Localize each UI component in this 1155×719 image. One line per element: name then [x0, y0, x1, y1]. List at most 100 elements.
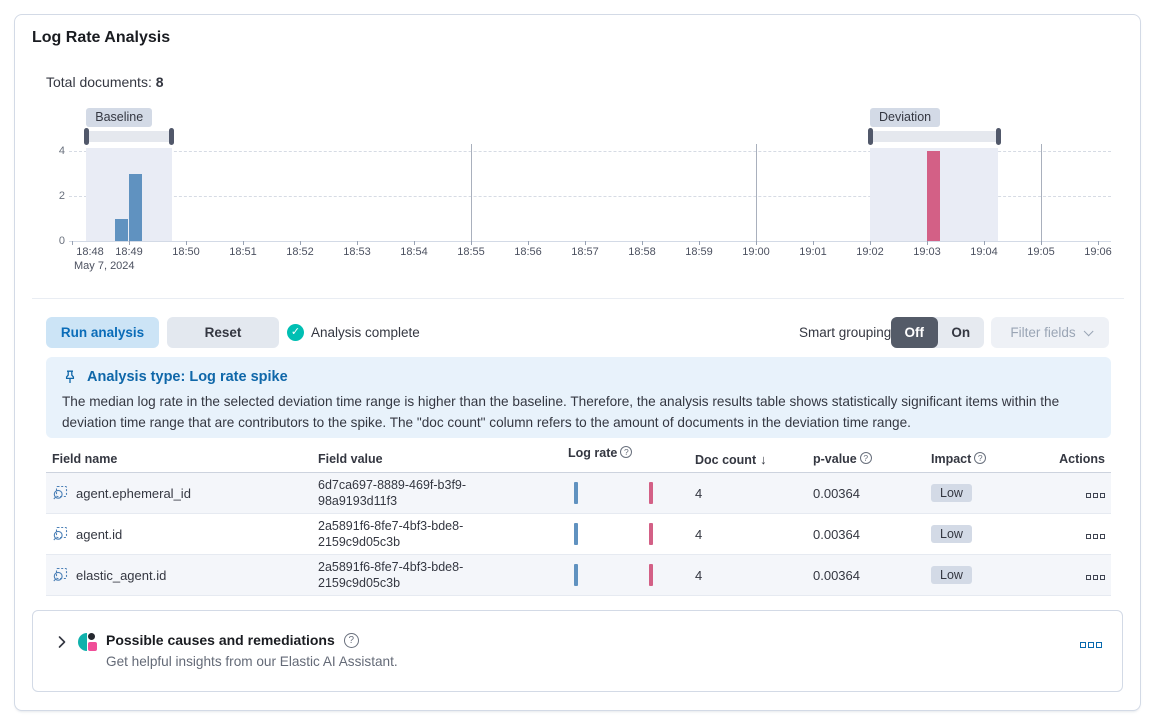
baseline-rate-bar — [574, 482, 578, 504]
smart-grouping-label: Smart grouping — [799, 325, 892, 340]
histogram-bar — [114, 218, 128, 241]
document-count-chart: 4 2 0 May 7, 2024 Baseline Deviation 18:48… — [15, 15, 1140, 295]
info-icon[interactable]: ? — [859, 452, 872, 464]
row-actions-icon[interactable] — [1086, 574, 1105, 580]
x-tick-label: 18:57 — [571, 246, 599, 258]
x-tickmark — [414, 241, 415, 245]
x-tickmark — [1041, 241, 1042, 245]
deviation-brush-handle-left[interactable] — [867, 128, 873, 145]
gridline-y4 — [69, 151, 1111, 152]
smart-grouping-on-button[interactable]: On — [938, 317, 985, 348]
info-icon[interactable]: ? — [620, 446, 633, 458]
p-value: 0.00364 — [813, 526, 860, 542]
callout-title: Analysis type: Log rate spike — [87, 369, 288, 385]
x-tickmark — [357, 241, 358, 245]
baseline-badge: Baseline — [86, 108, 153, 127]
x-tickmark — [870, 241, 871, 245]
histogram-bar — [129, 173, 142, 241]
field-value: 2a5891f6-8fe7-4bf3-bde8-2159c9d05c3b — [318, 518, 464, 549]
help-icon[interactable]: ? — [343, 632, 359, 648]
y-tick-label: 4 — [58, 145, 65, 157]
baseline-brush-handle-left[interactable] — [83, 128, 89, 145]
row-actions-icon[interactable] — [1086, 492, 1105, 498]
x-tick-label: 18:52 — [286, 246, 314, 258]
x-tickmark — [813, 241, 814, 245]
gridline-y2 — [69, 196, 1111, 197]
x-tick-label: 18:49 — [115, 246, 143, 258]
reset-button[interactable]: Reset — [167, 317, 279, 348]
chevron-down-icon — [1083, 326, 1094, 337]
histogram-bar — [927, 151, 940, 241]
filter-fields-button[interactable]: Filter fields — [991, 317, 1109, 348]
elastic-ai-assistant-icon — [78, 633, 98, 651]
total-documents-label: Total documents: — [46, 74, 152, 90]
deviation-rate-bar — [649, 482, 653, 504]
impact-badge: Low — [931, 566, 972, 584]
log-rate-cell — [568, 514, 695, 554]
baseline-brush-handle-right[interactable] — [169, 128, 175, 145]
header-field-name[interactable]: Field name — [52, 452, 118, 466]
x-tick-label: 18:55 — [457, 246, 485, 258]
field-name: agent.id — [76, 526, 123, 542]
panel-actions-icon[interactable] — [1080, 642, 1102, 648]
callout-body: The median log rate in the selected devi… — [62, 394, 1060, 430]
run-analysis-button[interactable]: Run analysis — [46, 317, 159, 348]
x-tickmark — [756, 241, 757, 245]
row-actions-icon[interactable] — [1086, 533, 1105, 539]
x-tick-label: 18:59 — [685, 246, 713, 258]
gridline-vertical — [1041, 144, 1042, 241]
table-row: elastic_agent.id 2a5891f6-8fe7-4bf3-bde8… — [46, 555, 1111, 596]
deviation-brush-handle-right[interactable] — [995, 128, 1001, 145]
page-title: Log Rate Analysis — [32, 29, 171, 46]
field-value: 6d7ca697-8889-469f-b3f9-98a9193d11f3 — [318, 477, 467, 508]
analysis-status: Analysis complete — [311, 325, 420, 340]
deviation-rate-bar — [649, 523, 653, 545]
x-tickmark — [528, 241, 529, 245]
log-rate-cell — [568, 555, 695, 595]
x-tick-label: 19:00 — [742, 246, 770, 258]
x-axis-date-label: May 7, 2024 — [74, 260, 135, 272]
x-tickmark — [186, 241, 187, 245]
filter-field-icon[interactable] — [52, 485, 68, 501]
filter-field-icon[interactable] — [52, 567, 68, 583]
possible-causes-title: Possible causes and remediations — [106, 632, 335, 648]
deviation-brush[interactable] — [870, 131, 999, 142]
x-tick-label: 18:53 — [343, 246, 371, 258]
header-doc-count[interactable]: Doc count ↓ — [695, 451, 767, 467]
header-actions: Actions — [1059, 452, 1105, 466]
table-row: agent.ephemeral_id 6d7ca697-8889-469f-b3… — [46, 473, 1111, 514]
x-tickmark — [984, 241, 985, 245]
filter-fields-label: Filter fields — [1010, 325, 1076, 340]
total-documents-value: 8 — [155, 74, 164, 90]
header-p-value[interactable]: p-value? — [813, 452, 931, 466]
p-value: 0.00364 — [813, 485, 860, 501]
y-tick-label: 2 — [58, 190, 65, 202]
x-tick-label: 19:02 — [856, 246, 884, 258]
check-icon: ✓ — [287, 324, 304, 341]
smart-grouping-off-button[interactable]: Off — [891, 317, 938, 348]
field-name: agent.ephemeral_id — [76, 485, 191, 501]
x-tick-label: 19:05 — [1027, 246, 1055, 258]
field-name: elastic_agent.id — [76, 567, 167, 583]
x-tickmark — [585, 241, 586, 245]
log-rate-cell — [568, 473, 695, 513]
gridline-vertical — [471, 144, 472, 241]
baseline-brush[interactable] — [86, 131, 172, 142]
smart-grouping-toggle: Off On — [891, 317, 984, 348]
filter-field-icon[interactable] — [52, 526, 68, 542]
p-value: 0.00364 — [813, 567, 860, 583]
gridline-vertical — [756, 144, 757, 241]
possible-causes-panel[interactable]: Possible causes and remediations ? Get h… — [32, 610, 1123, 692]
info-icon[interactable]: ? — [974, 452, 987, 464]
chevron-right-icon[interactable] — [54, 634, 70, 650]
header-impact[interactable]: Impact? — [931, 452, 1055, 466]
x-tick-label: 18:50 — [172, 246, 200, 258]
x-tick-label: 18:51 — [229, 246, 257, 258]
deviation-rate-bar — [649, 564, 653, 586]
impact-badge: Low — [931, 525, 972, 543]
field-value: 2a5891f6-8fe7-4bf3-bde8-2159c9d05c3b — [318, 559, 464, 590]
doc-count: 4 — [695, 567, 703, 583]
header-field-value[interactable]: Field value — [318, 451, 383, 466]
x-tick-label: 18:56 — [514, 246, 542, 258]
header-log-rate[interactable]: Log rate? — [568, 446, 695, 472]
